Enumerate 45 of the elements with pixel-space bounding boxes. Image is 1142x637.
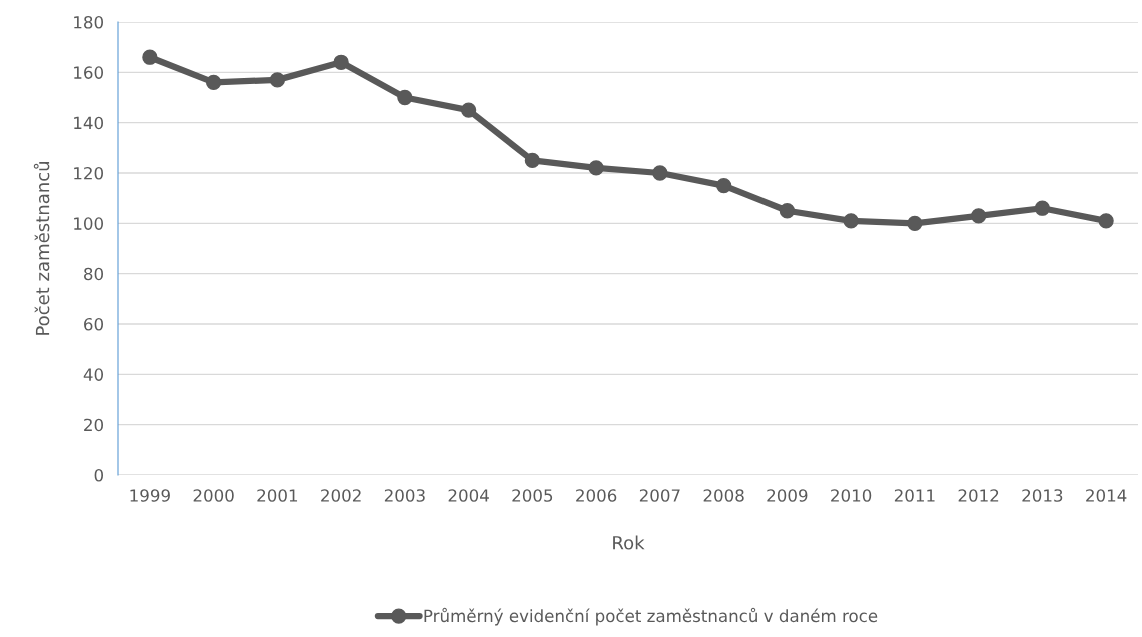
x-tick-label: 2009 <box>767 489 808 502</box>
x-tick-label: 2002 <box>321 489 361 502</box>
point <box>397 89 413 106</box>
point <box>652 165 668 181</box>
y-tick-label: 0 <box>94 468 103 482</box>
point <box>333 54 349 70</box>
point <box>715 177 732 194</box>
y-tick-label: 20 <box>84 418 103 432</box>
x-tick-label: 2010 <box>831 489 872 502</box>
point <box>970 208 987 224</box>
x-tick-label: 1999 <box>130 489 170 502</box>
x-tick-label: 2011 <box>894 489 935 502</box>
x-axis-title: Rok <box>613 535 645 550</box>
y-tick-label: 140 <box>74 116 103 130</box>
y-tick-label: 40 <box>83 368 103 381</box>
y-tick-label: 160 <box>74 66 103 79</box>
point <box>588 160 604 176</box>
x-tick-label: 2008 <box>703 489 744 502</box>
point <box>843 213 859 229</box>
x-tick-label: 2000 <box>193 489 234 502</box>
x-tick-label: 2012 <box>958 489 999 502</box>
point <box>1098 213 1114 229</box>
y-tick-label: 60 <box>84 317 103 331</box>
y-tick-label: 100 <box>74 217 103 230</box>
point <box>205 74 222 91</box>
point <box>907 215 923 231</box>
point <box>460 102 477 118</box>
x-tick-label: 2003 <box>384 489 425 502</box>
point <box>1034 200 1051 216</box>
x-tick-label: 2007 <box>639 489 680 502</box>
y-tick-label: 120 <box>74 166 103 180</box>
x-tick-label: 2014 <box>1086 489 1127 502</box>
y-axis-title: Počet zaměstnanců <box>33 162 50 335</box>
x-tick-label: 2013 <box>1022 489 1063 502</box>
y-tick-label: 180 <box>74 15 103 29</box>
y-tick-label: 80 <box>84 267 103 281</box>
x-tick-label: 2001 <box>257 489 298 502</box>
point <box>142 49 158 65</box>
point <box>779 203 796 219</box>
x-tick-label: 2006 <box>576 489 617 502</box>
legend-label: Průměrný evidenční počet zaměstnanců v daném roce <box>424 607 878 626</box>
point <box>524 152 541 169</box>
x-tick-label: 2004 <box>448 489 489 502</box>
x-tick-label: 2005 <box>512 489 553 502</box>
point <box>269 72 286 88</box>
